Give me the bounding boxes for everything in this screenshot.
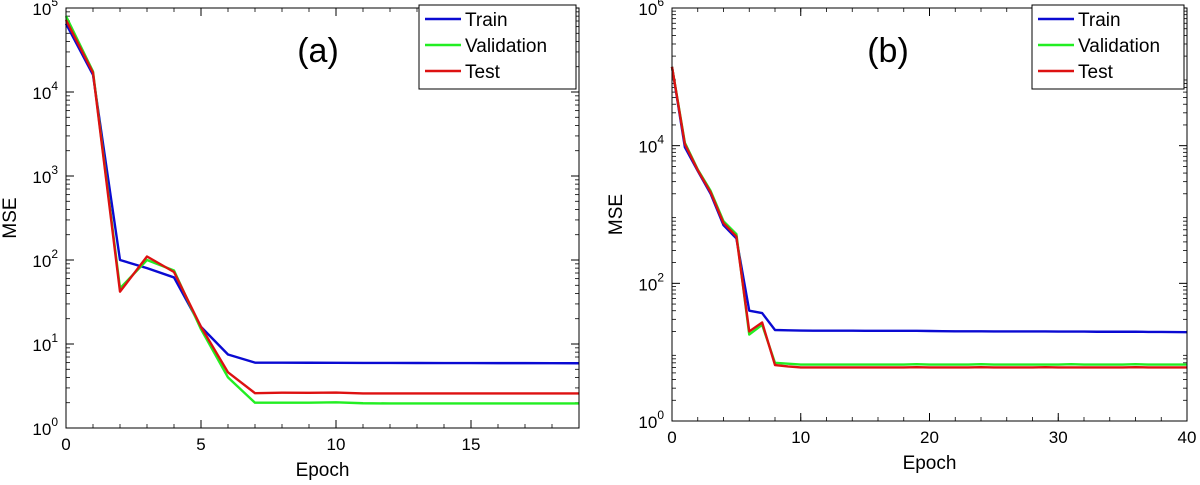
series-line-validation — [670, 66, 1187, 366]
series-line-test — [670, 66, 1187, 369]
y-tick-label: 103 — [32, 163, 58, 187]
legend-label-test: Test — [465, 62, 501, 83]
legend: Train Validation Test — [418, 4, 577, 90]
x-axis-title: Epoch — [903, 453, 957, 474]
legend-label-validation: Validation — [1078, 36, 1160, 57]
x-tick-label: 0 — [667, 428, 676, 447]
legend: Train Validation Test — [1031, 4, 1185, 90]
y-tick-label: 100 — [638, 408, 664, 432]
x-tick-label: 40 — [1178, 428, 1197, 447]
x-tick-label: 30 — [1049, 428, 1068, 447]
panel-label: (b) — [867, 32, 909, 70]
y-tick-label: 102 — [638, 270, 664, 294]
y-axis-title: MSE — [0, 197, 21, 238]
series-line-test — [64, 19, 579, 395]
x-tick-label: 0 — [61, 435, 70, 454]
y-tick-label: 101 — [32, 331, 58, 355]
x-tick-label: 10 — [327, 435, 346, 454]
y-tick-label: 100 — [32, 415, 58, 439]
y-tick-label: 104 — [32, 79, 58, 103]
y-axis-title: MSE — [606, 194, 627, 235]
series-line-train — [670, 66, 1188, 334]
y-tick-label: 102 — [32, 247, 58, 271]
chart-a: 100 101 102 103 104 105 0 5 10 15 Epoch MSE (a) Train… — [0, 0, 580, 481]
x-tick-label: 20 — [920, 428, 939, 447]
series-line-validation — [64, 15, 579, 405]
x-axis-title: Epoch — [296, 460, 350, 481]
axes-frame — [65, 7, 580, 429]
y-tick-label: 105 — [32, 0, 58, 19]
legend-label-train: Train — [465, 10, 508, 31]
legend-label-validation: Validation — [465, 36, 547, 57]
x-tick-label: 5 — [196, 435, 205, 454]
legend-label-train: Train — [1078, 10, 1121, 31]
y-tick-label: 106 — [638, 0, 664, 19]
y-tick-label: 104 — [638, 133, 664, 157]
x-tick-label: 10 — [791, 428, 810, 447]
panel-label: (a) — [297, 32, 339, 70]
chart-b: 100 102 104 106 0 10 20 30 40 Epoch MSE (b) Train Val… — [606, 0, 1196, 474]
legend-label-test: Test — [1078, 62, 1114, 83]
series-line-train — [64, 23, 580, 365]
x-tick-label: 15 — [462, 435, 481, 454]
axes-frame — [671, 7, 1188, 422]
